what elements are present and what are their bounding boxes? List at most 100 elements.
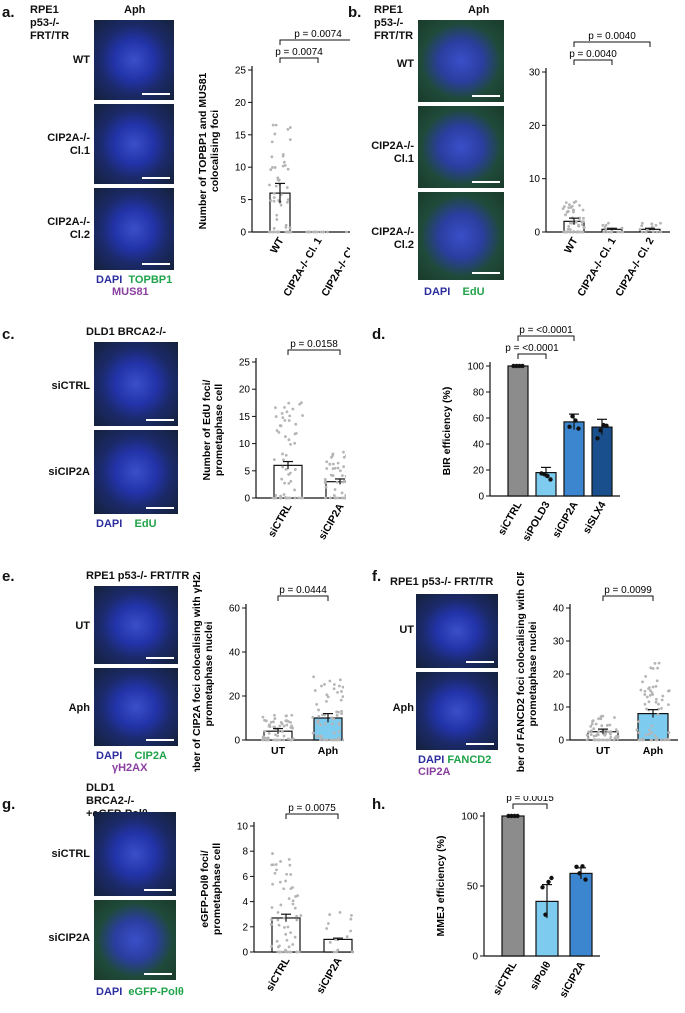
data-point — [269, 720, 273, 724]
data-point — [649, 666, 653, 670]
data-point — [620, 226, 624, 230]
data-point — [342, 480, 345, 484]
data-point — [592, 734, 596, 738]
data-point — [297, 950, 301, 954]
data-point — [295, 918, 299, 922]
data-point — [274, 863, 278, 866]
legend-dapi: DAPI — [96, 750, 123, 762]
data-point — [616, 230, 620, 234]
data-point — [275, 429, 279, 432]
data-point — [268, 230, 271, 234]
panel-e-legend: DAPI CIP2A γH2AX — [96, 750, 196, 774]
data-point — [274, 493, 278, 497]
significance-bracket — [517, 335, 575, 341]
panel-f-legend: DAPI FANCD2 CIP2A — [418, 754, 518, 778]
data-point — [287, 473, 291, 476]
x-tick-label: siCIP2A — [550, 499, 580, 540]
data-point — [616, 730, 620, 734]
data-point — [275, 939, 279, 943]
data-point — [614, 728, 618, 732]
data-point — [606, 730, 610, 734]
data-point — [328, 913, 332, 916]
data-point — [340, 709, 343, 713]
panel-label-f: f. — [372, 568, 382, 585]
data-point — [271, 882, 274, 886]
p-value-label: p = 0.0015 — [506, 796, 554, 804]
data-point — [597, 717, 600, 721]
y-tick-label: 0 — [242, 948, 248, 959]
panel-c-row-sicip2a: siCIP2A — [48, 466, 90, 478]
panel-b-condition: Aph — [468, 4, 490, 16]
data-point — [281, 452, 284, 456]
data-point — [270, 155, 274, 159]
data-point — [323, 722, 327, 726]
data-point — [291, 726, 295, 730]
data-point — [330, 716, 333, 720]
data-point — [581, 208, 585, 212]
data-point — [612, 738, 616, 742]
chart-f: Number of FANCD2 foci colocalising with … — [515, 572, 678, 772]
y-tick-label: 0 — [234, 736, 240, 747]
panel-f-row-aph: Aph — [392, 702, 414, 714]
data-point — [278, 880, 282, 884]
data-point — [650, 225, 654, 229]
data-point — [340, 690, 343, 693]
y-tick-label: 20 — [553, 670, 565, 681]
data-point — [619, 230, 623, 234]
data-point — [283, 418, 287, 422]
panel-f-cell-line: RPE1 p53-/- FRT/TR — [390, 576, 494, 588]
x-tick-label: UT — [596, 745, 611, 757]
data-point — [338, 911, 342, 914]
data-point — [337, 730, 341, 733]
data-point — [273, 725, 277, 729]
legend-dapi: DAPI — [96, 986, 123, 998]
data-point — [645, 228, 649, 232]
data-point — [599, 717, 603, 721]
data-point — [328, 940, 332, 944]
data-point — [666, 689, 670, 693]
data-point — [270, 230, 274, 234]
data-point — [572, 208, 576, 212]
data-point — [337, 736, 341, 740]
panel-e-cell-line: RPE1 p53-/- FRT/TR — [86, 570, 190, 582]
y-axis-label: Number of CIP2A foci colocalising with γ… — [191, 572, 215, 772]
data-point — [325, 738, 329, 742]
data-point — [331, 474, 335, 477]
data-point — [273, 713, 276, 717]
data-point — [548, 477, 553, 482]
data-point — [286, 198, 290, 202]
data-point — [336, 948, 340, 952]
y-tick-label: 40 — [553, 604, 565, 615]
data-point — [271, 166, 274, 169]
y-tick-label: 15 — [235, 130, 247, 141]
y-axis-label: MMEJ efficiency (%) — [435, 836, 447, 937]
data-point — [285, 714, 288, 718]
micrograph-e-ut — [94, 586, 178, 664]
data-point — [274, 415, 278, 418]
data-point — [294, 422, 298, 426]
data-point — [288, 863, 292, 867]
micrograph-b-cl2 — [418, 192, 504, 280]
data-point — [276, 911, 280, 914]
data-point — [282, 734, 286, 738]
data-point — [590, 722, 594, 726]
data-point — [287, 857, 291, 861]
data-point — [275, 218, 279, 221]
data-point — [286, 737, 290, 741]
data-point — [336, 738, 339, 742]
y-tick-label: 2 — [242, 922, 248, 933]
y-tick-label: 5 — [240, 195, 246, 206]
panel-a-row-wt: WT — [72, 54, 90, 66]
data-point — [576, 426, 581, 431]
chart-c: Number of EdU foci/prometaphase cell 0 5 10… — [201, 339, 346, 542]
panel-g-row-sicip2a: siCIP2A — [48, 932, 90, 944]
data-point — [286, 200, 289, 204]
data-point — [332, 731, 336, 735]
data-point — [284, 949, 287, 952]
data-point — [276, 734, 280, 738]
data-point — [288, 414, 292, 418]
data-point — [650, 731, 653, 735]
panel-label-e: e. — [2, 568, 15, 585]
legend-dapi: DAPI — [96, 274, 123, 286]
data-point — [649, 689, 652, 693]
